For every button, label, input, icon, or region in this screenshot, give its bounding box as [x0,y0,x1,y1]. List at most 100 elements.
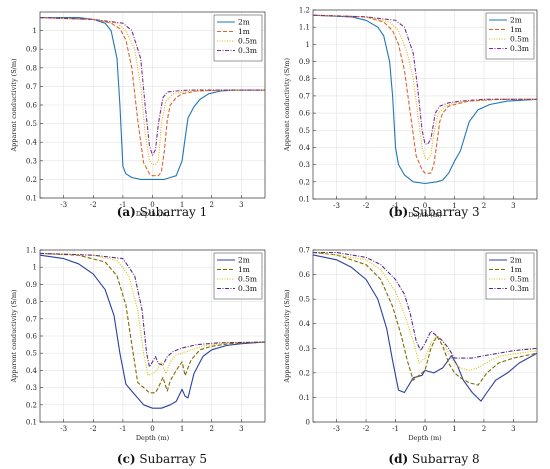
subplot-caption: (a) Subarray 1 [117,205,208,219]
series-line-2m [40,254,265,409]
x-tick-label: -2 [363,425,370,433]
y-tick-label: 0.9 [299,58,310,66]
y-tick-label: 0.6 [26,102,38,110]
y-axis-label: Apparent conductivity (S/m) [283,289,291,384]
x-tick-label: 1 [452,425,456,433]
series-line-1m [313,14,537,174]
legend-label: 2m [510,256,522,265]
y-axis-label: Apparent conductivity (S/m) [10,58,18,153]
caption-text: Subarray 1 [136,205,207,219]
legend-label: 1m [238,27,250,36]
x-tick-label: 1 [452,202,456,210]
caption-text: Subarray 8 [408,452,479,466]
y-tick-label: 0.4 [299,144,311,152]
x-tick-label: 0 [150,201,154,209]
y-tick-label: 1 [33,264,37,272]
y-tick-label: 0.3 [26,157,37,165]
y-tick-label: 0.8 [26,64,37,72]
x-tick-label: -2 [363,202,370,210]
y-tick-label: 0.4 [26,367,38,375]
series-line-0.5m [40,17,265,166]
x-tick-label: -2 [90,425,97,433]
x-tick-label: 3 [511,202,515,210]
legend-label: 0.3m [510,44,529,53]
series-line-0.3m [313,251,537,359]
x-tick-label: -1 [392,425,399,433]
x-tick-label: -1 [119,425,126,433]
y-tick-label: 0.2 [299,369,310,377]
subplot-d: -3 -2 -1 0 1 2 3 0 0.1 0.2 0.3 0.4 0.5 0.6 0.7 Depth (m… [283,247,538,466]
x-tick-label: 2 [209,425,213,433]
x-tick-label: 0 [423,202,427,210]
y-tick-label: 0.1 [299,394,310,402]
legend-label: 0.5m [510,275,529,284]
y-tick-label: 0.4 [299,320,311,328]
y-tick-label: 0.3 [299,345,310,353]
y-tick-label: 1 [306,41,310,49]
x-tick-label: 2 [209,201,213,209]
x-axis-label: Depth (m) [408,211,442,219]
y-tick-label: 0.8 [299,75,310,83]
y-tick-label: 0.6 [299,110,311,118]
legend-label: 1m [510,265,522,274]
x-tick-label: -3 [333,202,340,210]
series-line-0.3m [313,14,537,145]
subplot-a: -3 -2 -1 0 1 2 3 0.1 0.2 0.3 0.4 0.5 0.6 0.7 0.8 0.9 1 De… [10,11,266,219]
series-line-1m [40,17,265,177]
legend-box [485,12,535,60]
caption-text: Subarray 3 [408,205,479,219]
y-tick-label: 0.5 [26,350,37,358]
x-tick-label: 2 [482,202,486,210]
caption-text: Subarray 5 [136,452,207,466]
series-line-0.5m [313,14,537,161]
x-tick-label: 2 [482,425,486,433]
y-tick-label: 0.2 [299,178,310,186]
legend-label: 2m [238,18,250,27]
y-tick-label: 0.6 [299,271,311,279]
y-tick-label: 0.7 [299,92,310,100]
y-tick-label: 0.4 [26,139,38,147]
y-tick-label: 1.1 [299,24,310,32]
y-tick-label: 0.1 [299,196,310,204]
x-axis-label: Depth (m) [136,434,170,442]
y-tick-label: 1 [33,27,37,35]
x-tick-label: -3 [60,201,67,209]
x-tick-label: -2 [90,201,97,209]
x-axis-label: Depth (m) [136,210,170,218]
series-line-0.3m [40,17,265,156]
y-tick-label: 0.9 [26,281,37,289]
legend-label: 1m [238,265,250,274]
x-tick-label: 3 [239,201,243,209]
y-tick-label: 0.3 [299,161,310,169]
y-axis-label: Apparent conductivity (S/m) [10,289,18,384]
x-tick-label: -1 [119,201,126,209]
y-tick-label: 0.6 [26,333,38,341]
series-line-0.3m [40,252,265,368]
y-tick-label: 0.7 [299,247,310,255]
x-tick-label: -1 [392,202,399,210]
y-tick-label: 0.7 [26,315,37,323]
y-tick-label: 0.8 [26,298,37,306]
x-tick-label: 1 [180,201,184,209]
series-line-2m [40,17,265,180]
legend-label: 0.5m [238,37,257,46]
legend-label: 0.3m [238,284,257,293]
caption-label: (a) [117,205,136,219]
y-axis-label: Apparent conductivity (S/m) [283,57,291,152]
legend-box [213,14,263,62]
x-tick-label: -3 [333,425,340,433]
caption-label: (d) [388,452,408,466]
series-line-2m [313,254,537,402]
y-tick-label: 0.1 [26,419,37,427]
x-tick-label: 1 [180,425,184,433]
legend-label: 1m [510,25,522,34]
x-tick-label: -3 [60,425,67,433]
x-tick-label: 0 [423,425,427,433]
y-tick-label: 1.1 [26,247,37,255]
y-tick-label: 1.2 [299,7,310,15]
